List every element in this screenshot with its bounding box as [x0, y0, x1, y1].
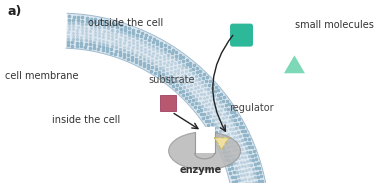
- Polygon shape: [66, 13, 266, 183]
- Polygon shape: [284, 55, 305, 73]
- Polygon shape: [214, 138, 229, 150]
- Bar: [160, 95, 175, 111]
- Text: inside the cell: inside the cell: [52, 115, 120, 125]
- FancyBboxPatch shape: [230, 24, 253, 47]
- Text: enzyme: enzyme: [179, 165, 222, 175]
- Bar: [195, 129, 215, 153]
- Ellipse shape: [169, 132, 240, 170]
- Bar: [195, 127, 215, 137]
- Text: substrate: substrate: [148, 75, 195, 85]
- Text: small molecules: small molecules: [295, 20, 374, 30]
- Text: regulator: regulator: [229, 103, 274, 113]
- Text: cell membrane: cell membrane: [5, 71, 78, 81]
- Text: a): a): [8, 5, 22, 18]
- Text: outside the cell: outside the cell: [88, 18, 163, 28]
